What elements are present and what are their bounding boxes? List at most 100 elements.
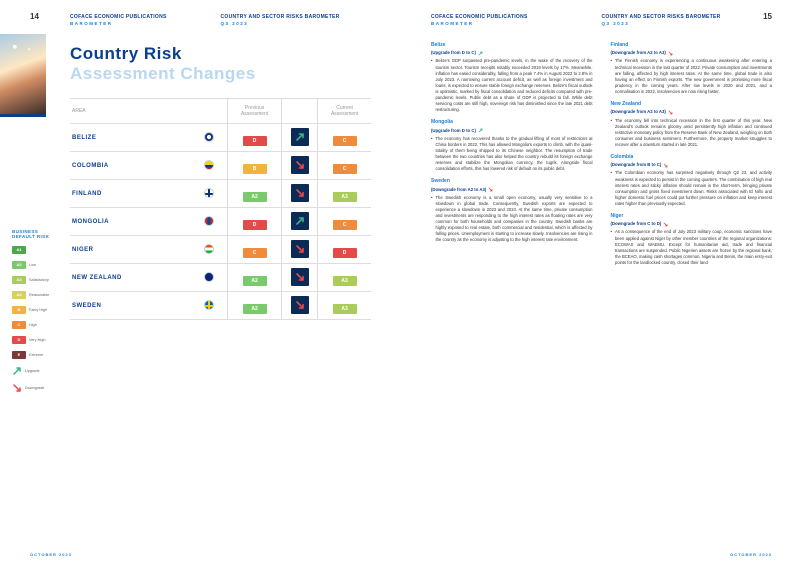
- legend-row: A4Reasonable: [12, 291, 58, 299]
- title-line1: Country Risk: [70, 44, 371, 64]
- flag-icon: [204, 188, 214, 198]
- page-spread: 14 COFACE ECONOMIC PUBLICATIONS BAROMETE…: [0, 0, 802, 567]
- legend-label: Reasonable: [29, 293, 49, 297]
- hero-stripe: [0, 114, 46, 117]
- page-14: 14 COFACE ECONOMIC PUBLICATIONS BAROMETE…: [0, 0, 401, 567]
- flag-icon: [204, 272, 214, 282]
- flag-icon: [204, 216, 214, 226]
- flag-icon: [204, 244, 214, 254]
- analysis-text: The Swedish economy is a small open econ…: [431, 195, 593, 244]
- legend-label: Very High: [29, 338, 45, 342]
- flag-cell: [170, 180, 227, 208]
- legend-row: A2Low: [12, 261, 58, 269]
- prev-grade: A2: [227, 180, 281, 208]
- trend-cell: [281, 236, 317, 264]
- risk-table: AREA Previous Assessment Current Assessm…: [70, 98, 371, 320]
- right-content: Belize(Upgrade from D to C) Belize's GDP…: [401, 30, 802, 270]
- flag-cell: [170, 152, 227, 180]
- header-right: COFACE ECONOMIC PUBLICATIONS BAROMETER C…: [401, 0, 802, 30]
- country-name: NIGER: [70, 236, 170, 264]
- legend-row: BFairly High: [12, 306, 58, 314]
- th-prev: Previous Assessment: [227, 98, 281, 124]
- flag-cell: [170, 208, 227, 236]
- change-line: (Downgrade from A2 to A3): [611, 50, 773, 56]
- flag-cell: [170, 124, 227, 152]
- page-number-right: 15: [763, 12, 772, 21]
- country-heading: Colombia: [611, 154, 773, 161]
- trend-cell: [281, 152, 317, 180]
- legend-label: Extreme: [29, 353, 43, 357]
- change-line: (Downgrade from C to D): [611, 221, 773, 227]
- page-number-left: 14: [30, 12, 39, 21]
- country-name: MONGOLIA: [70, 208, 170, 236]
- change-line: (Upgrade from D to C): [431, 50, 593, 56]
- curr-grade: C: [317, 208, 371, 236]
- table-row: FINLAND A2 A3: [70, 180, 371, 208]
- legend-downgrade: Downgrade: [12, 383, 58, 393]
- legend-label: Fairly High: [29, 308, 47, 312]
- trend-cell: [281, 180, 317, 208]
- legend-label: Satisfactory: [29, 278, 49, 282]
- table-row: NEW ZEALAND A2 A3: [70, 264, 371, 292]
- country-heading: Belize: [431, 42, 593, 49]
- header-left: COFACE ECONOMIC PUBLICATIONS BAROMETER C…: [0, 0, 401, 30]
- upgrade-icon: [12, 366, 22, 376]
- legend-title: BUSINESS DEFAULT RISK: [12, 230, 58, 240]
- title-line2: Assessment Changes: [70, 64, 371, 84]
- table-row: MONGOLIA D C: [70, 208, 371, 236]
- analysis-text: The Colombian economy has surprised nega…: [611, 170, 773, 207]
- analysis-text: The Finnish economy is experiencing a co…: [611, 58, 773, 95]
- section-name-r: COUNTRY AND SECTOR RISKS BAROMETER: [602, 14, 773, 20]
- table-row: COLOMBIABC: [70, 152, 371, 180]
- change-line: (Downgrade from A2 to A3): [431, 187, 593, 193]
- hero-image: [0, 34, 46, 114]
- legend-row: A3Satisfactory: [12, 276, 58, 284]
- change-line: (Downgrade from A2 to A3): [611, 109, 773, 115]
- change-line: (Downgrade from B to C): [611, 162, 773, 168]
- analysis-col-1: Belize(Upgrade from D to C) Belize's GDP…: [431, 36, 593, 270]
- left-content: Country Risk Assessment Changes AREA Pre…: [0, 30, 401, 320]
- curr-grade: C: [317, 124, 371, 152]
- th-curr: Current Assessment: [317, 98, 371, 124]
- country-name: FINLAND: [70, 180, 170, 208]
- legend-swatch: A2: [12, 261, 26, 269]
- legend-row: CHigh: [12, 321, 58, 329]
- table-row: NIGERCD: [70, 236, 371, 264]
- prev-grade: A2: [227, 264, 281, 292]
- publication-sub-r: BAROMETER: [431, 21, 602, 26]
- legend-swatch: B: [12, 306, 26, 314]
- curr-grade: A3: [317, 264, 371, 292]
- flag-icon: [204, 132, 214, 142]
- legend-label: High: [29, 323, 37, 327]
- legend-row: EExtreme: [12, 351, 58, 359]
- legend-row: A1: [12, 246, 58, 254]
- trend-cell: [281, 264, 317, 292]
- th-area: AREA: [70, 98, 170, 124]
- legend-swatch: C: [12, 321, 26, 329]
- country-name: NEW ZEALAND: [70, 264, 170, 292]
- curr-grade: A3: [317, 180, 371, 208]
- legend-label: Low: [29, 263, 36, 267]
- legend-swatch: A4: [12, 291, 26, 299]
- trend-cell: [281, 124, 317, 152]
- table-row: BELIZEDC: [70, 124, 371, 152]
- section-sub: Q3 2023: [221, 21, 372, 26]
- country-name: BELIZE: [70, 124, 170, 152]
- analysis-text: The economy fell into technical recessio…: [611, 118, 773, 148]
- prev-grade: B: [227, 152, 281, 180]
- legend-swatch: D: [12, 336, 26, 344]
- legend: BUSINESS DEFAULT RISK A1 A2Low A3Satisfact…: [12, 230, 58, 400]
- country-heading: New Zealand: [611, 101, 773, 108]
- legend-row: DVery High: [12, 336, 58, 344]
- trend-cell: [281, 292, 317, 320]
- prev-grade: D: [227, 208, 281, 236]
- publication-name-r: COFACE ECONOMIC PUBLICATIONS: [431, 14, 602, 20]
- flag-cell: [170, 236, 227, 264]
- legend-swatch: E: [12, 351, 26, 359]
- publication-sub: BAROMETER: [70, 21, 221, 26]
- analysis-text: As a consequence of the end of July 2023…: [611, 229, 773, 266]
- section-name: COUNTRY AND SECTOR RISKS BAROMETER: [221, 14, 372, 20]
- downgrade-icon: [12, 383, 22, 393]
- country-heading: Mongolia: [431, 119, 593, 126]
- flag-cell: [170, 292, 227, 320]
